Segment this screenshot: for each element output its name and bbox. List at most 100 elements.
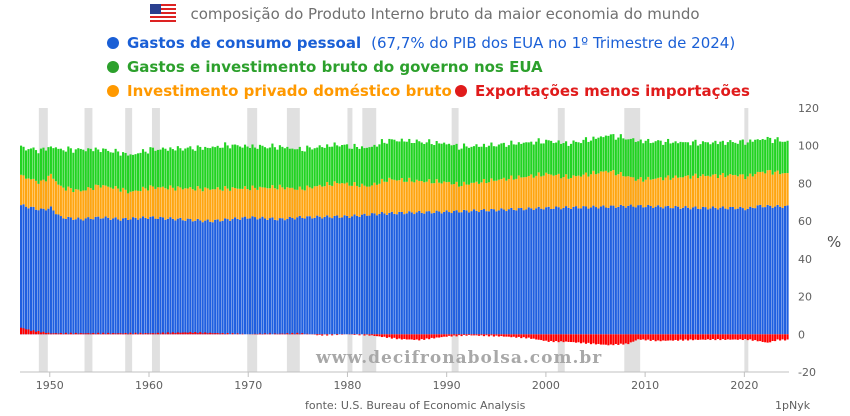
legend-investment: Investimento privado doméstico bruto [107,82,850,100]
bar-2020.00-investment [746,176,749,209]
bar-1960.00-consumption [149,216,152,335]
bar-1996.50-government [512,144,515,180]
bar-2007.50-government [622,138,625,177]
bar-2014.25-government [689,145,692,179]
bar-1995.50-government [502,142,505,178]
bar-1988.75-government [435,141,438,180]
bar-1974.25-investment [291,187,294,218]
bar-1968.50-investment [234,188,237,218]
y-tick-label-120: 120 [798,102,819,115]
bar-1951.50-government [64,151,67,191]
bar-1989.00-net-exports [438,334,441,338]
bar-1973.50-government [283,148,286,190]
bar-1984.00-investment [388,177,391,213]
bar-1998.25-consumption [530,208,533,335]
bar-1971.00-net-exports [258,333,262,335]
bar-1987.25-government [420,142,423,182]
legend-dot-investment [107,85,119,97]
bar-1955.75-investment [107,186,110,218]
bar-2009.00-investment [637,179,640,206]
bar-1973.00-government [278,145,281,185]
bar-1950.00-investment [49,173,52,207]
bar-1993.25-net-exports [480,334,483,336]
bar-2022.50-government [771,143,774,175]
bar-2019.50-investment [741,174,744,209]
bar-1959.25-net-exports [141,333,145,335]
bar-1996.75-net-exports [515,334,518,338]
y-tick-label-80: 80 [798,177,812,190]
bar-2014.50-investment [691,175,695,208]
bar-1978.25-consumption [331,218,334,335]
bar-1990.50-investment [453,184,456,211]
bar-2022.75-consumption [774,206,777,335]
bar-1989.25-net-exports [440,334,443,338]
bar-1953.50-investment [84,190,87,219]
bar-2016.75-government [714,140,717,175]
bar-1964.25-government [191,149,194,190]
bar-1995.50-net-exports [502,334,505,337]
bar-1997.50-net-exports [522,334,525,338]
bar-1954.25-net-exports [92,332,95,335]
bar-2002.25-government [569,143,573,178]
bar-1953.75-government [87,148,90,188]
bar-1951.25-government [62,150,65,188]
bar-1981.50-government [363,148,366,186]
bar-2021.50-consumption [761,207,764,335]
bar-1980.75-government [355,146,359,186]
bar-1949.75-consumption [47,208,50,335]
bar-2018.25-government [729,140,732,175]
bar-2021.50-government [761,139,764,172]
watermark: www.decifronabolsa.com.br [315,348,602,368]
bar-1948.00-net-exports [29,330,33,335]
bar-1998.50-consumption [532,210,535,335]
bar-1965.00-consumption [199,220,202,335]
legend-net-exports: Exportações menos importações [455,82,850,100]
bar-2007.25-net-exports [619,334,622,344]
bar-2008.00-government [627,139,630,177]
bar-1980.50-government [353,143,356,183]
bar-1956.75-investment [117,188,120,220]
bar-1967.75-consumption [226,219,229,335]
bar-1985.75-government [405,141,408,182]
bar-1979.75-investment [346,182,349,216]
bar-1970.50-consumption [253,217,257,335]
bar-1957.50-investment [124,189,127,218]
bar-1976.00-government [308,147,311,188]
bar-2018.50-investment [731,175,734,207]
bar-1968.75-consumption [236,218,239,335]
bar-1947.00-net-exports [20,327,23,335]
bar-2016.75-consumption [714,207,717,335]
bar-1949.25-investment [42,179,45,209]
bar-2022.00-investment [766,170,769,205]
bar-1965.00-government [199,146,202,189]
bar-1978.50-government [333,142,336,182]
bar-2003.75-investment [584,172,588,207]
bar-1999.00-net-exports [537,334,540,340]
bar-1995.75-government [505,146,508,181]
bar-1996.25-government [510,140,513,176]
bar-2008.25-consumption [629,204,632,335]
bar-1985.25-consumption [400,211,403,335]
bar-1963.75-consumption [186,218,189,335]
bar-2013.00-consumption [677,206,680,335]
bar-2003.00-net-exports [577,334,580,343]
bar-1979.75-government [346,144,349,183]
bar-1994.25-government [490,142,493,179]
bar-1950.75-net-exports [57,333,60,335]
bar-2019.25-investment [739,174,742,207]
bar-1954.75-net-exports [97,332,100,335]
bar-1983.00-consumption [378,213,381,335]
bar-1967.25-net-exports [221,333,224,335]
bar-1986.50-investment [413,182,416,215]
bar-1993.00-investment [477,183,481,213]
bar-2021.25-consumption [759,204,762,335]
bar-2001.00-net-exports [557,334,560,343]
bar-1965.00-investment [199,188,202,221]
bar-1957.00-consumption [119,220,122,335]
bar-2013.50-government [681,142,685,178]
bar-1998.50-net-exports [532,334,535,339]
bar-2012.75-consumption [674,205,677,335]
bar-2007.00-government [617,137,620,175]
bar-2018.50-consumption [731,206,734,335]
bar-1992.25-consumption [470,211,473,335]
